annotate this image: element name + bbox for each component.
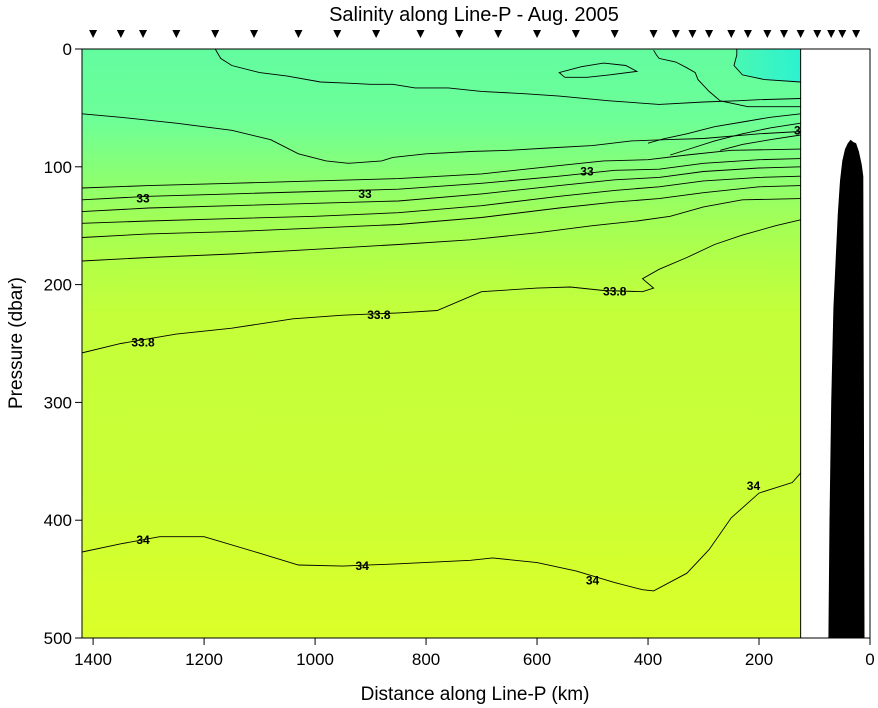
station-markers (89, 30, 861, 38)
station-marker (494, 30, 503, 38)
station-marker (333, 30, 342, 38)
station-marker (455, 30, 464, 38)
y-tick-label: 100 (44, 158, 72, 177)
contour-line (653, 49, 801, 108)
x-axis-title: Distance along Line-P (km) (361, 684, 590, 705)
contour-label: 33.8 (367, 308, 391, 322)
x-tick-label: 600 (523, 650, 551, 669)
bathymetry-shelf (828, 139, 865, 638)
contour-line (82, 472, 801, 592)
y-tick-label: 0 (63, 40, 72, 59)
station-marker (610, 30, 619, 38)
fresh-water-core (734, 49, 801, 82)
contour-line (82, 158, 801, 201)
contour-lines (82, 49, 801, 592)
contour-label: 34 (356, 559, 370, 573)
station-marker (827, 30, 836, 38)
station-marker (533, 30, 542, 38)
station-marker (727, 30, 736, 38)
x-tick-label: 800 (412, 650, 440, 669)
chart-title: Salinity along Line-P - Aug. 2005 (329, 4, 619, 26)
station-marker (688, 30, 697, 38)
station-marker (796, 30, 805, 38)
y-tick-label: 200 (44, 276, 72, 295)
station-marker (89, 30, 98, 38)
contour-line (82, 175, 801, 224)
contour-label: 33.8 (131, 335, 155, 349)
station-marker (779, 30, 788, 38)
station-marker (250, 30, 259, 38)
salinity-field (82, 49, 801, 638)
contour-line (720, 134, 801, 151)
station-marker (294, 30, 303, 38)
contour-label: 34 (747, 479, 761, 493)
station-marker (172, 30, 181, 38)
x-axis: 1400 1200 1000 800 600 400 200 0 (74, 638, 875, 669)
station-marker (852, 30, 861, 38)
contour-line (82, 166, 801, 213)
x-tick-label: 400 (634, 650, 662, 669)
contour-line (82, 219, 801, 354)
station-marker (372, 30, 381, 38)
y-axis-title: Pressure (dbar) (6, 277, 27, 409)
contour-label: 33.8 (603, 285, 627, 299)
station-marker (763, 30, 772, 38)
contour-line (647, 113, 801, 144)
x-tick-label: 1400 (74, 650, 112, 669)
station-marker (416, 30, 425, 38)
x-tick-label: 200 (745, 650, 773, 669)
contour-label: 34 (136, 533, 150, 547)
contour-line (214, 49, 801, 105)
x-tick-label: 1200 (185, 650, 223, 669)
contour-line (82, 148, 801, 189)
y-tick-label: 300 (44, 393, 72, 412)
contour-line (733, 49, 801, 83)
station-marker (571, 30, 580, 38)
y-axis: 0 100 200 300 400 500 (44, 40, 82, 648)
station-marker (705, 30, 714, 38)
contour-label: 34 (586, 573, 600, 587)
station-marker (671, 30, 680, 38)
station-marker (813, 30, 822, 38)
plot-frame (81, 48, 871, 639)
y-tick-label: 400 (44, 511, 72, 530)
x-tick-label: 0 (865, 650, 874, 669)
contour-label: 33 (358, 187, 372, 201)
station-marker (116, 30, 125, 38)
station-marker (743, 30, 752, 38)
contour-label: 33 (580, 165, 594, 179)
station-marker (838, 30, 847, 38)
contour-line (82, 198, 801, 262)
station-marker (211, 30, 220, 38)
contour-line (558, 62, 639, 78)
station-marker (139, 30, 148, 38)
contour-label: 33 (136, 192, 150, 206)
y-tick-label: 500 (44, 629, 72, 648)
contour-line (82, 185, 801, 238)
station-marker (649, 30, 658, 38)
x-tick-label: 1000 (296, 650, 334, 669)
contour-line (670, 122, 801, 156)
